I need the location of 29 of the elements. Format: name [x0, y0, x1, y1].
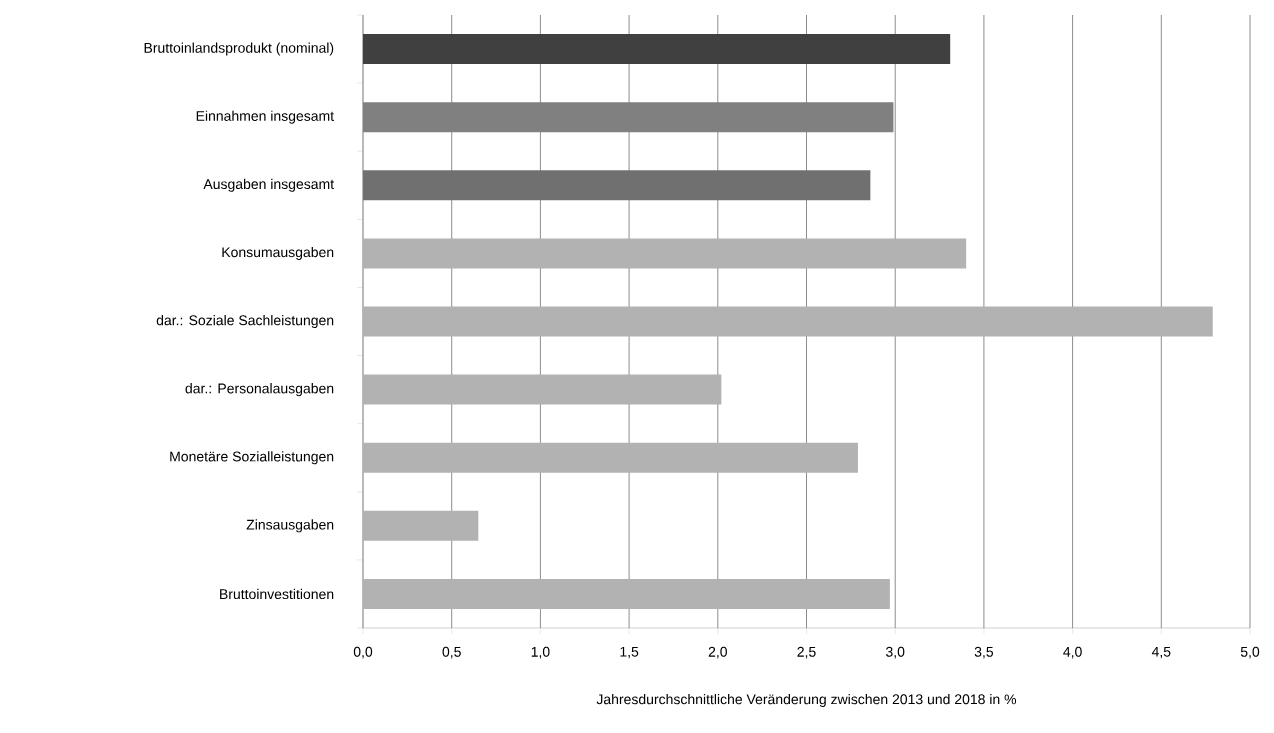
bar [363, 306, 1213, 337]
y-tick-label: Zinsausgaben [246, 519, 334, 533]
y-tick-label: dar.: Personalausgaben [185, 383, 334, 397]
bar [363, 170, 871, 201]
bar [363, 34, 951, 65]
x-tick-label: 2,0 [708, 646, 727, 659]
y-tick-label: Bruttoinlandsprodukt (nominal) [144, 42, 334, 56]
y-tick-label: Einnahmen insgesamt [196, 110, 334, 124]
bar [363, 442, 858, 473]
x-tick-label: 2,5 [797, 646, 816, 659]
x-tick-label: 1,0 [531, 646, 550, 659]
x-axis-title: Jahresdurchschnittliche Veränderung zwischen 2013 und 2018 in % [596, 693, 1017, 708]
y-tick-label: Konsumausgaben [222, 246, 334, 260]
x-tick-label: 4,0 [1063, 646, 1082, 659]
x-tick-label: 1,5 [620, 646, 639, 659]
y-tick-label: Monetäre Sozialleistungen [170, 451, 334, 465]
x-tick-label: 4,5 [1151, 646, 1171, 659]
bar [363, 510, 479, 541]
x-tick-label: 3,5 [974, 646, 994, 659]
x-tick-label: 0,5 [442, 646, 461, 659]
x-tick-label: 0,0 [353, 646, 373, 659]
x-tick-label: 5,0 [1240, 646, 1260, 659]
bar [363, 238, 967, 269]
y-tick-label: Bruttoinvestitionen [220, 588, 334, 600]
x-tick-label: 3,0 [886, 646, 905, 659]
y-tick-label: Ausgaben insgesamt [203, 178, 334, 192]
y-tick-label: dar.: Soziale Sachleistungen [156, 314, 334, 329]
bar [363, 374, 722, 405]
bar [363, 578, 890, 609]
